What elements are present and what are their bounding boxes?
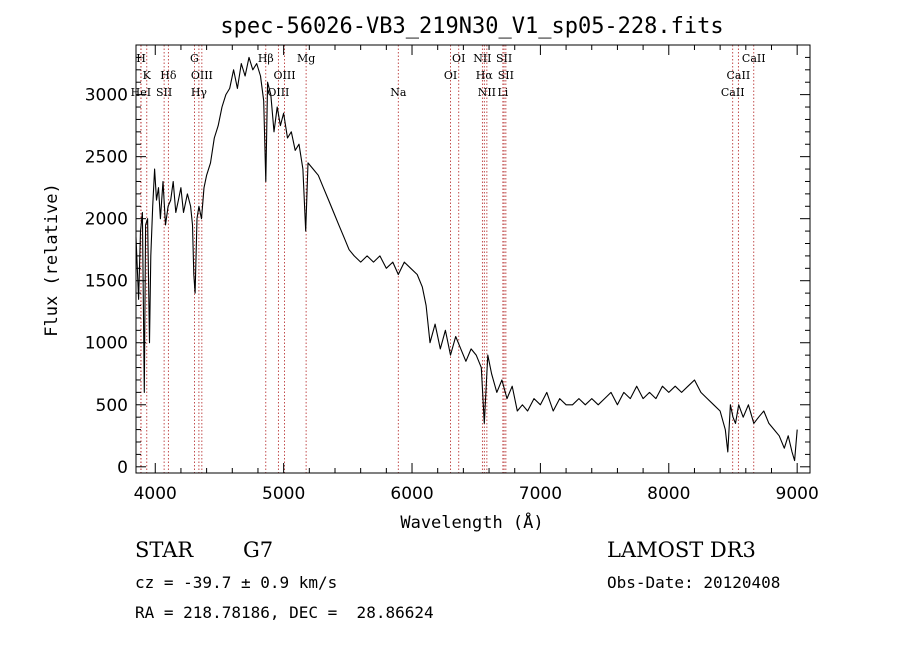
y-tick-label: 2000 xyxy=(85,210,128,230)
spectral-line-label: SII xyxy=(496,52,512,65)
spectral-line-label: HeI xyxy=(131,86,151,99)
y-tick-label: 500 xyxy=(96,396,128,416)
spectral-line-label: NII xyxy=(478,86,496,99)
redshift-readout: cz = -39.7 ± 0.9 km/s xyxy=(135,573,338,592)
spectral-line-label: SII xyxy=(498,69,514,82)
y-tick-label: 3000 xyxy=(85,86,128,106)
spectral-line-label: OIII xyxy=(267,86,289,99)
spectral-line-label: CaII xyxy=(742,52,766,65)
spectral-line-label: Li xyxy=(497,86,508,99)
coordinates-readout: RA = 218.78186, DEC = 28.86624 xyxy=(135,603,434,622)
x-axis-label: Wavelength (Å) xyxy=(400,511,543,533)
spectral-line-label: Hα xyxy=(476,69,494,82)
spectral-line-label: OI xyxy=(452,52,465,65)
spectral-line-label: SII xyxy=(156,86,172,99)
spectral-line-label: Na xyxy=(390,86,407,99)
y-tick-label: 1500 xyxy=(85,272,128,292)
y-tick-label: 1000 xyxy=(85,334,128,354)
x-tick-label: 4000 xyxy=(134,484,177,504)
spectral-line-label: NII xyxy=(473,52,491,65)
x-tick-label: 8000 xyxy=(647,484,690,504)
x-tick-label: 6000 xyxy=(390,484,433,504)
spectral-line-label: H xyxy=(136,52,146,65)
spectral-line-label: OIII xyxy=(274,69,296,82)
plot-frame xyxy=(135,44,811,474)
flux-line-flux xyxy=(135,56,798,462)
spectral-subclass: G7 xyxy=(243,538,274,562)
spectral-line-label: Mg xyxy=(297,52,315,65)
spectral-line-label: OIII xyxy=(191,69,213,82)
y-axis-ticks: 0 500 1000 1500 2000 2500 3000 xyxy=(85,56,810,478)
observation-date: Obs-Date: 20120408 xyxy=(607,573,781,592)
spectral-line-label: K xyxy=(143,69,152,82)
x-tick-label: 7000 xyxy=(519,484,562,504)
spectral-line-label: CaII xyxy=(721,86,745,99)
survey-name: LAMOST DR3 xyxy=(607,538,756,562)
y-tick-label: 0 xyxy=(117,458,128,478)
chart-title: spec-56026-VB3_219N30_V1_sp05-228.fits xyxy=(220,14,723,39)
spectral-line-label: G xyxy=(190,52,199,65)
x-tick-label: 9000 xyxy=(776,484,819,504)
y-tick-label: 2500 xyxy=(85,148,128,168)
x-tick-label: 5000 xyxy=(262,484,305,504)
spectral-line-label: Hγ xyxy=(191,86,208,99)
spectral-line-label: OI xyxy=(444,69,457,82)
spectral-line-label: Hβ xyxy=(258,52,274,65)
x-axis-ticks: 4000 5000 6000 7000 8000 9000 xyxy=(134,45,819,504)
spectral-line-label: CaII xyxy=(727,69,751,82)
y-axis-label: Flux (relative) xyxy=(42,183,62,337)
spectral-lines xyxy=(140,45,755,473)
flux-series xyxy=(135,56,798,462)
spectral-line-label: Hδ xyxy=(160,69,177,82)
object-class: STAR xyxy=(135,538,194,562)
